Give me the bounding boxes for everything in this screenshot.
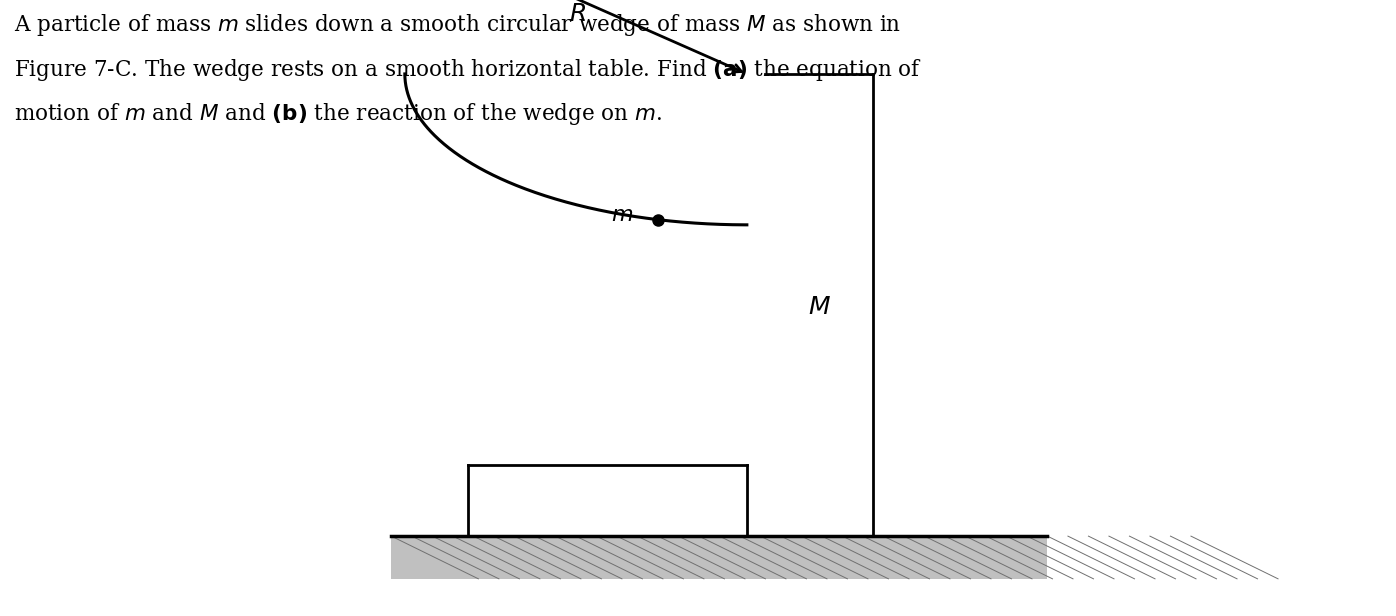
Text: A particle of mass $m$ slides down a smooth circular wedge of mass $M$ as shown : A particle of mass $m$ slides down a smo… <box>14 12 902 38</box>
Text: Figure 7-C. The wedge rests on a smooth horizontal table. Find $\mathbf{(a)}$ th: Figure 7-C. The wedge rests on a smooth … <box>14 57 923 83</box>
Text: $M$: $M$ <box>808 296 831 320</box>
Bar <box>391 536 1047 579</box>
Text: $m$: $m$ <box>611 204 634 226</box>
Text: motion of $m$ and $M$ and $\mathbf{(b)}$ the reaction of the wedge on $m$.: motion of $m$ and $M$ and $\mathbf{(b)}$… <box>14 101 662 127</box>
Text: $R$: $R$ <box>568 3 585 26</box>
